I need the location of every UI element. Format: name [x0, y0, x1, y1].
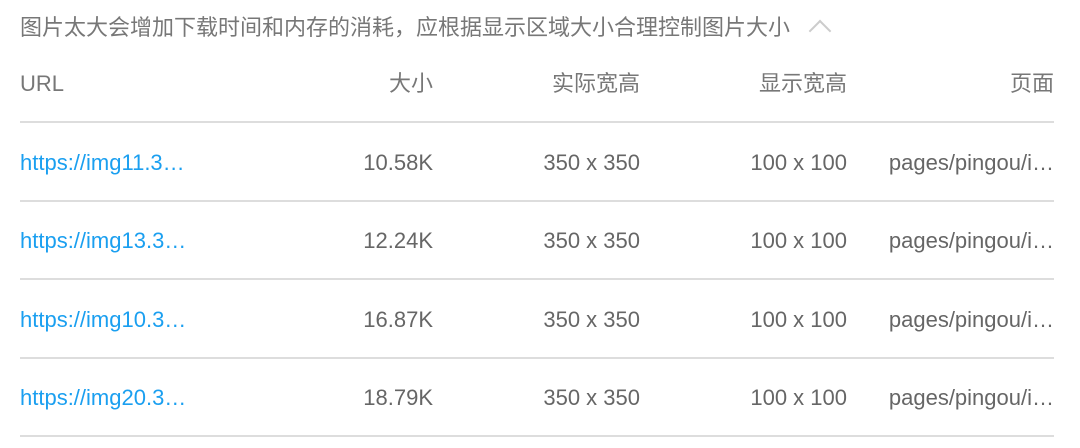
table-row: https://img11.3… 10.58K 350 x 350 100 x 100…: [20, 124, 1054, 202]
url-link[interactable]: https://img11.3…: [20, 150, 185, 175]
divider: [20, 434, 1054, 437]
column-header-url: URL: [20, 71, 65, 96]
display-dimensions: 100 x 100: [750, 306, 847, 332]
table-header: URL 大小 实际宽高 显示宽高 页面: [20, 45, 1054, 123]
table-row: https://img13.3… 12.24K 350 x 350 100 x 100…: [20, 202, 1054, 281]
page: pages/pingou/i…: [888, 228, 1054, 254]
display-dimensions: 100 x 100: [750, 150, 847, 175]
table-row: https://img10.3… 16.87K 350 x 350 100 x 100…: [20, 281, 1054, 359]
size: 10.58K: [363, 150, 433, 175]
chevron-up-icon[interactable]: [808, 19, 832, 43]
actual-dimensions: 350 x 350: [543, 384, 640, 410]
url-link[interactable]: https://img13.3…: [20, 228, 187, 254]
actual-dimensions: 350 x 350: [543, 306, 640, 332]
actual-dimensions: 350 x 350: [543, 150, 640, 175]
section-header[interactable]: 图片太大会增加下载时间和内存的消耗，应根据显示区域大小合理控制图片大小: [20, 10, 832, 43]
url-link[interactable]: https://img10.3…: [20, 306, 187, 332]
actual-dimensions: 350 x 350: [543, 228, 640, 254]
page: pages/pingou/i…: [888, 150, 1054, 175]
column-header-size: 大小: [388, 71, 433, 96]
divider: [20, 200, 1054, 202]
column-header-actual-dimensions: 实际宽高: [551, 71, 640, 96]
url-link[interactable]: https://img20.3…: [20, 384, 187, 410]
size: 16.87K: [363, 306, 433, 332]
column-header-display-dimensions: 显示宽高: [758, 71, 847, 96]
display-dimensions: 100 x 100: [750, 384, 847, 410]
section-title: 图片太大会增加下载时间和内存的消耗，应根据显示区域大小合理控制图片大小: [20, 15, 791, 40]
column-header-page: 页面: [1009, 71, 1054, 96]
display-dimensions: 100 x 100: [750, 228, 847, 254]
divider: [20, 121, 1054, 123]
divider: [20, 356, 1054, 359]
size: 18.79K: [363, 384, 433, 410]
table-row: https://img20.3… 18.79K 350 x 350 100 x 100…: [20, 359, 1054, 437]
page: pages/pingou/i…: [888, 384, 1054, 410]
size: 12.24K: [363, 228, 433, 254]
page: pages/pingou/i…: [888, 306, 1054, 332]
divider: [20, 278, 1054, 281]
